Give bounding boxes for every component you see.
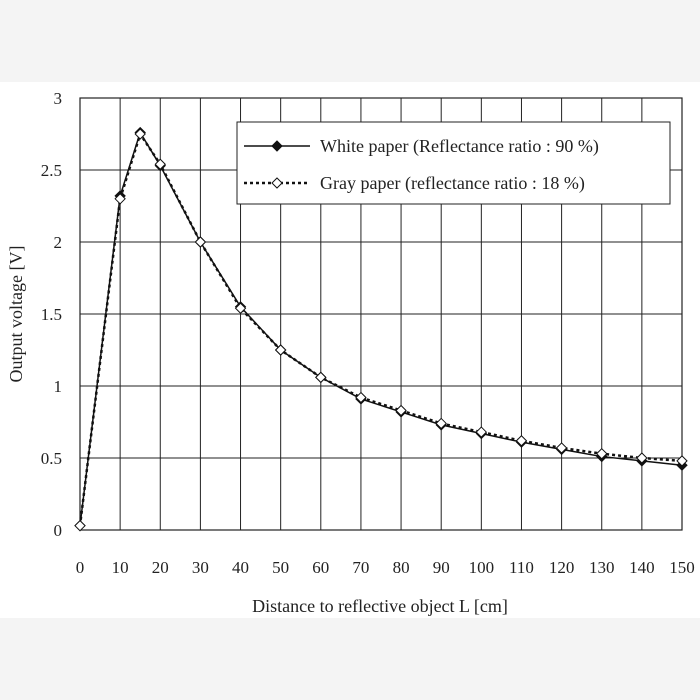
legend-gray-paper-label: Gray paper (reflectance ratio : 18 %) xyxy=(320,173,585,194)
gray-paper-point xyxy=(636,452,648,464)
y-tick-label: 2.5 xyxy=(41,161,62,180)
gray-paper-point xyxy=(194,236,207,248)
x-tick-label: 0 xyxy=(76,558,85,577)
x-tick-label: 100 xyxy=(469,558,495,577)
gray-paper-point xyxy=(355,391,367,404)
series xyxy=(74,126,688,532)
x-tick-label: 20 xyxy=(152,558,169,577)
y-tick-label: 0 xyxy=(54,521,63,540)
line-chart-svg: 0 10 20 30 40 50 60 70 80 90 100 110 120 130 140 150 0 0.… xyxy=(6,89,695,616)
gray-paper-point xyxy=(515,435,528,447)
axes xyxy=(79,97,683,531)
x-tick-label: 120 xyxy=(549,558,575,577)
x-tick-label: 90 xyxy=(433,558,450,577)
gray-paper-point xyxy=(274,344,287,356)
gray-paper-point xyxy=(234,302,247,314)
plot-frame xyxy=(79,97,683,531)
x-tick-label: 150 xyxy=(669,558,695,577)
chart: 0 10 20 30 40 50 60 70 80 90 100 110 120 130 140 150 0 0.… xyxy=(0,82,700,618)
y-tick-label: 1 xyxy=(54,377,63,396)
legend-box xyxy=(236,121,671,205)
x-tick-label: 110 xyxy=(509,558,534,577)
gray-paper-point xyxy=(74,519,86,532)
legend-gray-paper-marker xyxy=(271,177,283,189)
gray-paper-point xyxy=(435,417,447,430)
legend-white-paper-marker xyxy=(271,140,283,152)
gray-paper-point xyxy=(475,426,488,438)
y-axis-label: Output voltage [V] xyxy=(6,246,26,383)
gray-paper-point xyxy=(315,371,327,384)
gray-paper-point xyxy=(154,158,166,170)
gray-paper-point xyxy=(596,447,608,460)
gray-paper-point xyxy=(134,128,146,140)
x-tick-label: 60 xyxy=(312,558,329,577)
x-axis-label: Distance to reflective object L [cm] xyxy=(252,596,508,616)
x-tick-label: 40 xyxy=(232,558,249,577)
tick-labels: 0 10 20 30 40 50 60 70 80 90 100 110 120 130 140 150 0 0.… xyxy=(41,89,695,577)
y-tick-label: 0.5 xyxy=(41,449,62,468)
y-tick-label: 3 xyxy=(54,89,63,108)
x-tick-label: 30 xyxy=(192,558,209,577)
x-tick-label: 140 xyxy=(629,558,655,577)
legend: White paper (Reflectance ratio : 90 %) G… xyxy=(236,121,671,205)
gray-paper-point xyxy=(395,404,407,417)
legend-white-paper-label: White paper (Reflectance ratio : 90 %) xyxy=(320,136,599,157)
y-tick-label: 1.5 xyxy=(41,305,62,324)
gray-paper-point xyxy=(676,455,688,467)
y-tick-label: 2 xyxy=(54,233,63,252)
gray-paper-point xyxy=(114,193,126,205)
x-tick-label: 10 xyxy=(112,558,129,577)
x-tick-label: 70 xyxy=(352,558,369,577)
x-tick-label: 130 xyxy=(589,558,615,577)
gray-paper-line xyxy=(78,131,683,526)
gray-paper-point xyxy=(555,442,568,454)
x-tick-label: 80 xyxy=(393,558,410,577)
x-tick-label: 50 xyxy=(272,558,289,577)
